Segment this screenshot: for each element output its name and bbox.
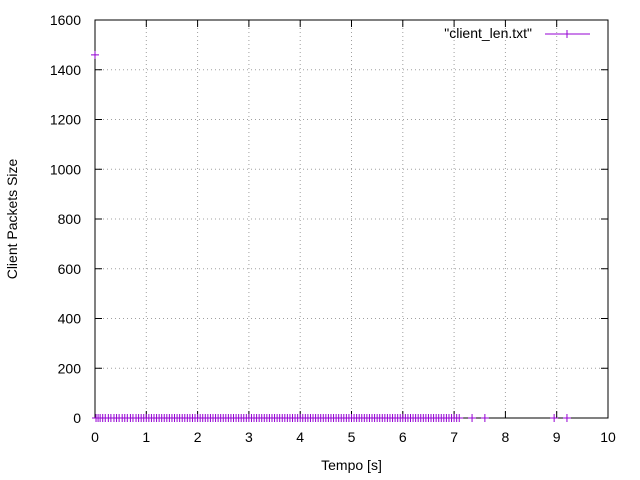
y-tick-labels: 0 200 400 600 800 1000 1200 1400 1600 [50, 12, 81, 426]
y-tick-label: 1000 [50, 161, 81, 177]
grid [95, 20, 608, 418]
x-tick-label: 8 [502, 429, 510, 445]
x-tick-label: 5 [348, 429, 356, 445]
y-tick-label: 400 [58, 311, 82, 327]
legend: "client_len.txt" [444, 25, 590, 41]
x-tick-label: 2 [194, 429, 202, 445]
x-tick-label: 6 [399, 429, 407, 445]
y-tick-label: 200 [58, 360, 82, 376]
y-axis-title: Client Packets Size [4, 158, 20, 279]
axis-ticks [94, 19, 609, 419]
x-tick-label: 1 [142, 429, 150, 445]
y-tick-label: 1400 [50, 62, 81, 78]
data-point [550, 414, 559, 422]
data-point [468, 414, 477, 422]
data-point [562, 414, 571, 422]
x-tick-label: 10 [600, 429, 616, 445]
data-point [455, 414, 464, 422]
x-tick-labels: 0 1 2 3 4 5 6 7 8 9 10 [91, 429, 616, 445]
y-tick-label: 600 [58, 261, 82, 277]
x-tick-label: 3 [245, 429, 253, 445]
y-tick-label: 1600 [50, 12, 81, 28]
x-tick-label: 4 [296, 429, 304, 445]
x-tick-label: 7 [450, 429, 458, 445]
legend-entry-sample [545, 30, 590, 38]
y-tick-label: 1200 [50, 112, 81, 128]
y-tick-label: 800 [58, 211, 82, 227]
x-axis-title: Tempo [s] [321, 457, 382, 473]
y-tick-label: 0 [73, 410, 81, 426]
x-tick-label: 9 [553, 429, 561, 445]
data-point [91, 50, 99, 59]
data-points [91, 50, 571, 422]
data-point [480, 414, 489, 422]
legend-entry-label: "client_len.txt" [444, 25, 532, 41]
x-tick-label: 0 [91, 429, 99, 445]
legend-marker [563, 30, 571, 38]
